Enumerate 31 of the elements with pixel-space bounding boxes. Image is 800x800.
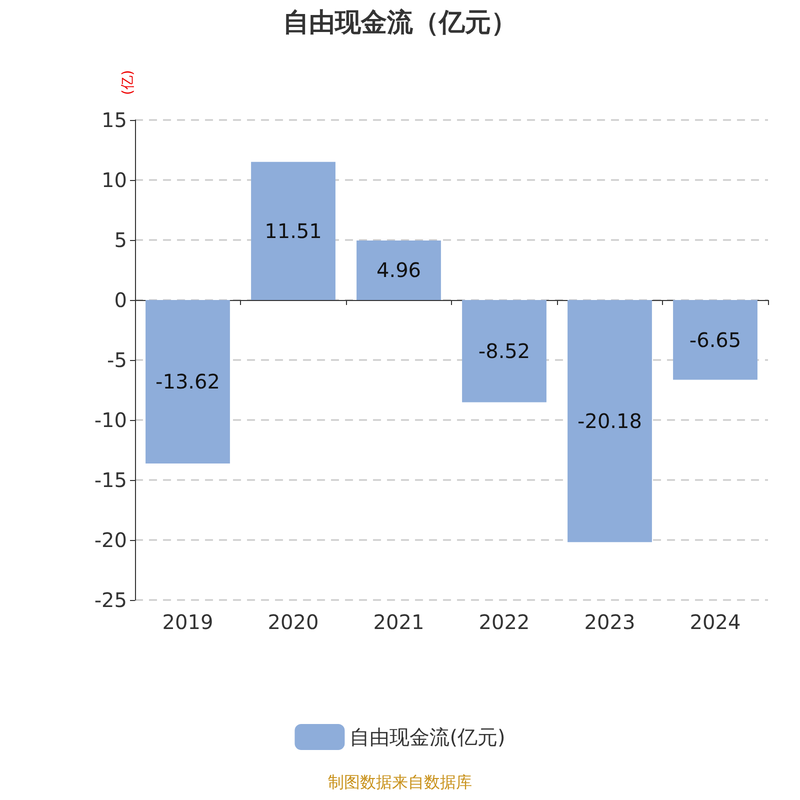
y-tick-label: 5 <box>114 228 127 252</box>
legend-label: 自由现金流(亿元) <box>350 725 506 749</box>
bar <box>251 162 336 300</box>
x-tick-label: 2022 <box>478 610 530 634</box>
data-label: -20.18 <box>578 409 642 434</box>
x-tick-label: 2023 <box>584 610 636 634</box>
bar <box>356 240 441 300</box>
data-label: -6.65 <box>689 328 742 352</box>
y-tick-label: -10 <box>94 408 127 432</box>
chart-title: 自由现金流（亿元） <box>283 8 517 38</box>
y-tick-label: 10 <box>102 168 127 192</box>
data-label: -8.52 <box>478 339 530 364</box>
x-tick-label: 2021 <box>373 610 424 634</box>
data-label: -13.62 <box>156 370 220 394</box>
y-axis-title: (亿) <box>120 70 136 95</box>
y-tick-label: -20 <box>94 528 127 552</box>
y-tick-label: 0 <box>114 288 127 312</box>
bar <box>568 300 652 542</box>
x-tick-label: 2019 <box>162 610 214 634</box>
bar <box>146 300 230 464</box>
y-tick-label: -5 <box>107 348 127 372</box>
x-tick-label: 2024 <box>690 610 741 634</box>
data-label: 4.96 <box>376 258 422 282</box>
bar <box>673 300 758 380</box>
y-tick-label: -25 <box>94 588 127 612</box>
bar <box>462 300 546 402</box>
y-tick-label: -15 <box>94 468 127 492</box>
x-tick-label: 2020 <box>268 610 319 634</box>
y-tick-label: 15 <box>102 108 127 132</box>
text: 制图数据来自数据库 <box>328 772 472 792</box>
data-label: 11.51 <box>264 218 322 243</box>
